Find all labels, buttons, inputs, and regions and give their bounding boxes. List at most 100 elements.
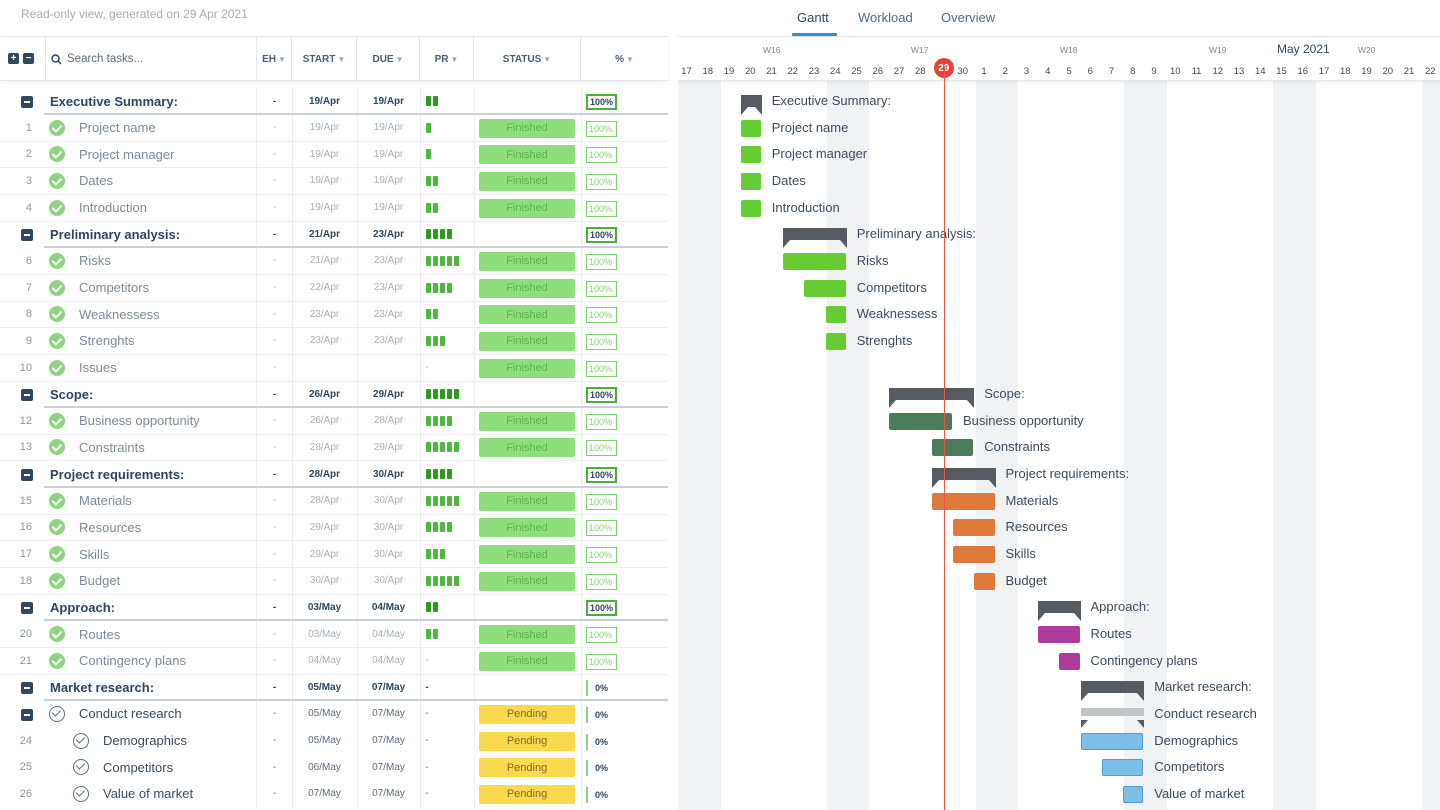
task-name[interactable]: Value of market [103,786,194,802]
group-row[interactable]: Approach: - 03/May 04/May 100% [0,594,668,622]
table-row[interactable]: 3 Dates - 19/Apr 19/Apr Finished 100% [0,167,668,195]
task-bar[interactable] [974,572,995,590]
collapse-group-button[interactable] [21,389,33,402]
task-name[interactable]: Market research: [50,679,155,695]
task-bar[interactable] [825,306,846,324]
task-name[interactable]: Executive Summary: [50,93,178,109]
complete-check-icon[interactable] [49,146,65,163]
task-name[interactable]: Project manager [79,146,175,162]
task-bar[interactable] [783,252,846,270]
search-input[interactable] [67,53,247,65]
status-badge[interactable]: Finished [479,331,575,351]
complete-check-icon[interactable] [49,119,65,136]
task-bar[interactable] [740,119,761,137]
complete-check-icon[interactable] [49,546,65,563]
table-row[interactable]: 7 Competitors - 22/Apr 23/Apr Finished 100% [0,274,668,302]
incomplete-check-icon[interactable] [73,785,89,802]
task-name[interactable]: Resources [79,519,142,535]
filter-icon[interactable]: ▼ [543,54,552,64]
table-row[interactable]: 26 Value of market - 07/May 07/May - Pending 0% [0,780,668,808]
filter-icon[interactable]: ▼ [337,54,346,64]
task-bar[interactable] [1123,785,1144,803]
table-row[interactable]: 17 Skills - 29/Apr 30/Apr Finished 100% [0,541,668,569]
table-row[interactable]: 12 Business opportunity - 26/Apr 28/Apr Finis… [0,407,668,435]
task-bar[interactable] [740,146,761,164]
status-badge[interactable]: Pending [479,784,575,804]
task-name[interactable]: Budget [79,573,121,589]
table-row[interactable]: 24 Demographics - 05/May 07/May - Pending 0% [0,727,668,755]
table-row[interactable]: 6 Risks - 21/Apr 23/Apr Finished 100% [0,247,668,275]
summary-bar[interactable] [783,228,847,249]
complete-check-icon[interactable] [49,519,65,536]
tab-overview[interactable]: Overview [941,10,996,25]
task-bar[interactable] [1038,626,1080,643]
status-badge[interactable]: Finished [479,491,575,511]
task-name[interactable]: Dates [79,173,113,189]
filter-icon[interactable]: ▼ [395,54,404,64]
incomplete-check-icon[interactable] [73,759,89,776]
task-name[interactable]: Conduct research [79,706,182,722]
status-badge[interactable]: Finished [479,251,575,271]
summary-bar[interactable] [889,388,975,409]
collapse-group-button[interactable] [21,469,33,482]
task-name[interactable]: Scope: [50,386,94,402]
complete-check-icon[interactable] [49,172,65,189]
column-header-due[interactable]: DUE ▼ [357,37,420,81]
table-row[interactable]: 2 Project manager - 19/Apr 19/Apr Finished 100… [0,141,668,169]
expand-all-button[interactable]: + [8,53,19,64]
task-name[interactable]: Weaknessess [79,306,160,322]
task-bar[interactable] [889,412,952,430]
complete-check-icon[interactable] [49,279,65,296]
status-badge[interactable]: Pending [479,704,575,724]
column-header-start[interactable]: START ▼ [292,37,357,81]
complete-check-icon[interactable] [49,572,65,589]
status-badge[interactable]: Finished [479,145,575,165]
task-name[interactable]: Materials [79,493,132,509]
task-name[interactable]: Strenghts [79,333,135,349]
table-row[interactable]: 25 Competitors - 06/May 07/May - Pending 0% [0,754,668,782]
task-name[interactable]: Competitors [79,280,150,296]
status-badge[interactable]: Finished [479,571,575,591]
task-bar[interactable] [825,332,846,350]
complete-check-icon[interactable] [49,652,65,669]
task-bar[interactable] [931,439,974,457]
complete-check-icon[interactable] [49,359,65,376]
column-header-status[interactable]: STATUS ▼ [474,37,581,81]
tab-workload[interactable]: Workload [858,10,913,25]
task-name[interactable]: Contingency plans [79,653,186,669]
column-header-percent[interactable]: % ▼ [581,37,668,81]
status-badge[interactable]: Pending [479,758,575,778]
task-name[interactable]: Constraints [79,439,145,455]
filter-icon[interactable]: ▼ [450,54,459,64]
status-badge[interactable]: Finished [479,625,575,644]
task-name[interactable]: Risks [79,253,111,269]
task-name[interactable]: Demographics [103,733,187,749]
filter-icon[interactable]: ▼ [277,54,286,64]
collapse-all-button[interactable]: − [23,53,34,64]
table-row[interactable]: 8 Weaknessess - 23/Apr 23/Apr Finished 100% [0,301,668,329]
status-badge[interactable]: Finished [479,545,575,565]
task-name[interactable]: Preliminary analysis: [50,226,181,242]
table-row[interactable]: 18 Budget - 30/Apr 30/Apr Finished 100% [0,567,668,595]
task-name[interactable]: Issues [79,360,117,375]
summary-bar[interactable] [1038,601,1081,622]
summary-bar[interactable] [1080,681,1145,702]
status-badge[interactable]: Finished [479,358,575,378]
complete-check-icon[interactable] [49,332,65,349]
table-row[interactable]: 9 Strenghts - 23/Apr 23/Apr Finished 100% [0,327,668,355]
group-row[interactable]: Preliminary analysis: - 21/Apr 23/Apr 100% [0,221,668,249]
status-badge[interactable]: Finished [479,411,575,431]
column-header-priority[interactable]: PR ▼ [420,37,474,81]
collapse-group-button[interactable] [21,96,33,108]
collapse-group-button[interactable] [21,229,33,242]
task-name[interactable]: Business opportunity [79,413,200,429]
status-badge[interactable]: Finished [479,198,575,218]
group-row[interactable]: Project requirements: - 28/Apr 30/Apr 100% [0,461,668,489]
task-bar[interactable] [1101,759,1144,777]
collapse-group-button[interactable] [21,602,33,615]
collapse-group-button[interactable] [21,708,33,721]
table-row[interactable]: 10 Issues - - Finished 100% [0,354,668,382]
task-name[interactable]: Routes [79,626,121,642]
summary-bar[interactable] [931,468,996,489]
task-name[interactable]: Skills [79,546,110,562]
